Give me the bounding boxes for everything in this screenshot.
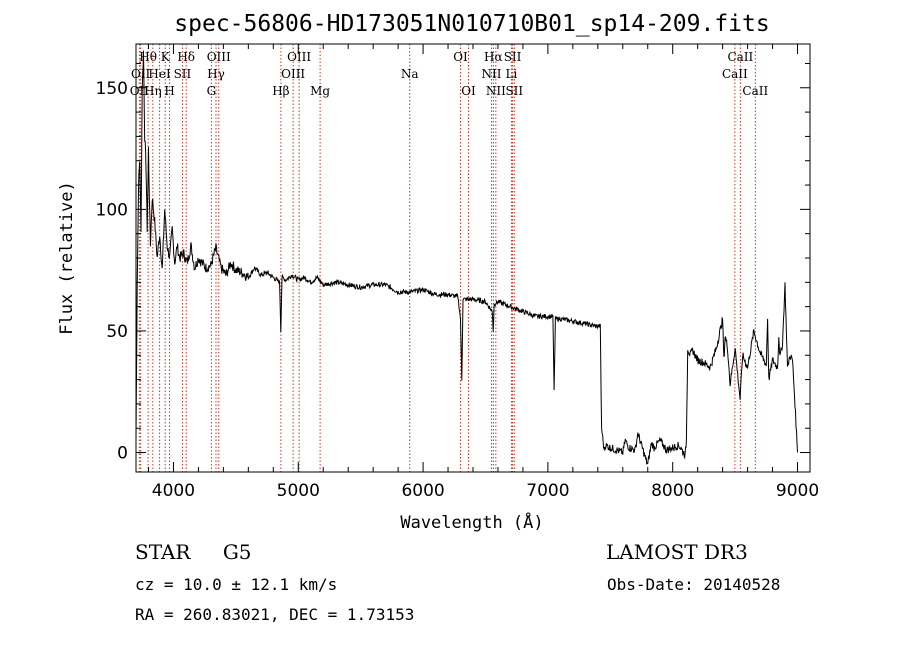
x-tick-label: 4000 (152, 481, 195, 501)
spectral-line-label: H (164, 84, 174, 98)
object-class: STAR G5 (135, 540, 252, 564)
spectral-line-label: Mg (310, 84, 330, 98)
plot-frame (135, 43, 811, 473)
x-tick-label: 6000 (401, 481, 444, 501)
spectral-line-label: OI (453, 50, 468, 64)
chart-title: spec-56806-HD173051N010710B01_sp14-209.f… (174, 11, 769, 37)
spectral-line-label: Hη (144, 84, 162, 98)
spectral-line-label: OIII (207, 50, 231, 64)
cz-readout: cz = 10.0 ± 12.1 km/s (135, 575, 338, 594)
spectral-lines-layer (138, 44, 756, 472)
spectral-line-label: Na (401, 67, 419, 81)
y-tick-label: 50 (106, 322, 128, 342)
spectral-line-label: CaII (722, 67, 748, 81)
y-axis-ticks: 0 50 100 150 (96, 62, 810, 464)
x-tick-label: 7000 (526, 481, 569, 501)
spectral-line-label: Li (506, 67, 518, 81)
spectral-line-label: OIII (281, 67, 305, 81)
spectral-line-label: Hβ (272, 84, 289, 98)
spectral-line-label: Hγ (207, 67, 225, 81)
x-tick-label: 5000 (277, 481, 320, 501)
x-axis-label: Wavelength (Å) (400, 511, 543, 533)
spectral-line-label: OI (461, 84, 476, 98)
spectral-line-label: SII (504, 50, 522, 64)
spectral-line-label: CaII (742, 84, 768, 98)
spectral-line-label: K (161, 50, 171, 64)
y-tick-label: 100 (96, 200, 128, 220)
spectral-line-label: G (207, 84, 217, 98)
spectral-line-label: CaII (727, 50, 753, 64)
radec-readout: RA = 260.83021, DEC = 1.73153 (135, 605, 415, 624)
y-tick-label: 0 (117, 444, 128, 464)
x-axis-ticks: 4000 5000 6000 7000 8000 9000 (147, 44, 819, 501)
spectral-line-label: HeI (148, 67, 171, 81)
spectral-line-label: Hδ (177, 50, 195, 64)
spectrum-series (135, 50, 798, 465)
spectral-line-label: NII (486, 84, 506, 98)
x-tick-label: 9000 (776, 481, 819, 501)
spectrum-line (135, 50, 798, 465)
obs-date: Obs-Date: 20140528 (607, 575, 781, 594)
y-tick-label: 150 (96, 79, 128, 99)
spectral-line-label: NII (481, 67, 501, 81)
y-axis-label: Flux (relative) (57, 181, 77, 335)
spectral-line-label: SII (174, 67, 192, 81)
spectral-line-label: Hα (484, 50, 503, 64)
survey-label: LAMOST DR3 (606, 540, 748, 564)
x-tick-label: 8000 (651, 481, 694, 501)
subclass-label: G5 (222, 540, 252, 564)
class-label: STAR (135, 540, 191, 564)
spectral-line-label: OIII (287, 50, 311, 64)
spectral-line-label: SII (505, 84, 523, 98)
spectral-line-label: Hθ (139, 50, 157, 64)
